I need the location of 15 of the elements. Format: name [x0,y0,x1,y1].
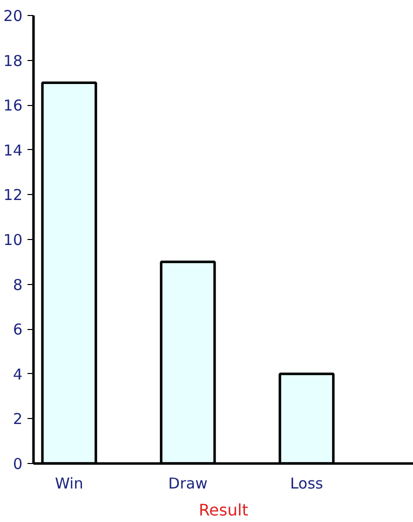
y-tick-label: 6 [12,320,23,339]
y-tick-label: 10 [3,231,23,249]
x-tick-label: Loss [290,474,324,492]
y-tick-label: 14 [3,141,23,160]
y-tick-label: 20 [3,7,23,25]
x-axis-title: Result [198,500,248,520]
y-tick-label: 18 [3,52,23,70]
x-tick-label: Win [55,474,84,492]
y-tick-label: 4 [12,365,23,384]
y-tick-label: 0 [12,455,23,473]
y-tick-label: 2 [12,410,23,428]
y-tick-label: 12 [3,186,23,204]
y-tick-label: 16 [3,96,23,115]
y-tick-label: 8 [12,276,23,294]
x-tick-label: Draw [168,474,208,492]
